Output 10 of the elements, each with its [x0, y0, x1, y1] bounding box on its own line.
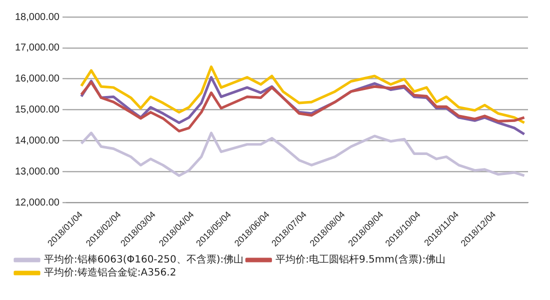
y-tick-label: 16,000.00 [14, 74, 60, 85]
legend-label: 平均价:铝棒6063(Φ160-250、不含票):佛山 [44, 254, 244, 266]
y-tick-label: 15,000.00 [14, 104, 60, 116]
y-tick-label: 18,000.00 [14, 12, 60, 23]
legend-label: 平均价:铸造铝合金锭:A356.2 [44, 266, 176, 279]
y-tick-label: 14,000.00 [14, 135, 60, 146]
y-tick-label: 17,000.00 [14, 42, 60, 54]
y-tick-label: 12,000.00 [14, 197, 60, 208]
y-tick-label: 13,000.00 [14, 166, 60, 178]
legend-label: 平均价:电工圆铝杆9.5mm(含票):佛山 [276, 254, 446, 266]
